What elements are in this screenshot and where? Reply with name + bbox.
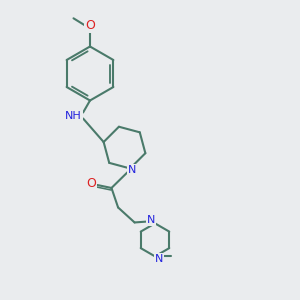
- Text: NH: NH: [65, 111, 82, 121]
- Text: N: N: [154, 254, 163, 264]
- Text: N: N: [128, 165, 136, 175]
- Text: N: N: [147, 215, 156, 225]
- Text: O: O: [85, 19, 95, 32]
- Text: O: O: [86, 177, 96, 190]
